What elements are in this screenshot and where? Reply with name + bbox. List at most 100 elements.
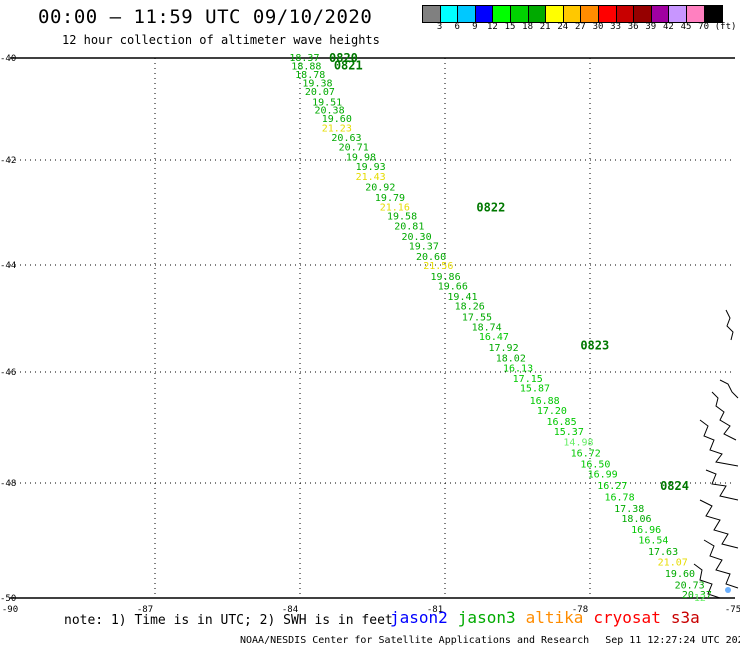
wave-height-value: 18.37 bbox=[289, 53, 319, 64]
color-swatch bbox=[598, 6, 617, 22]
wave-height-value: 18.06 bbox=[621, 514, 651, 525]
color-swatch bbox=[651, 6, 670, 22]
coastline-segment bbox=[705, 469, 739, 501]
water-mark bbox=[725, 587, 731, 593]
wave-height-value: 16.27 bbox=[597, 481, 627, 492]
wave-height-value: 16.78 bbox=[605, 492, 635, 503]
wave-height-value: 16.96 bbox=[631, 525, 661, 536]
wave-height-value: 18.78 bbox=[295, 70, 325, 81]
credit-text: NOAA/NESDIS Center for Satellite Applica… bbox=[240, 635, 590, 646]
wave-height-value: 20.81 bbox=[394, 222, 424, 233]
color-scale-tick: 33 bbox=[610, 22, 622, 32]
wave-height-value: 19.60 bbox=[322, 114, 352, 125]
color-swatch bbox=[423, 6, 441, 22]
latitude-label: -40 bbox=[0, 54, 16, 64]
wave-height-value: 17.15 bbox=[513, 374, 543, 385]
wave-height-value: 20.63 bbox=[331, 133, 361, 144]
legend-item-jason3: jason3 bbox=[457, 608, 516, 627]
wave-height-value: 14.98 bbox=[563, 437, 593, 448]
wave-height-value: 16.88 bbox=[530, 396, 560, 407]
color-scale-tick: 30 bbox=[592, 22, 604, 32]
satellite-legend: jason2 jason3 altika cryosat s3a bbox=[390, 608, 710, 627]
wave-height-value: 16.85 bbox=[547, 417, 577, 428]
color-swatch bbox=[475, 6, 494, 22]
longitude-label: -78 bbox=[572, 605, 588, 615]
coastline-segment bbox=[719, 379, 739, 399]
wave-height-value: 19.66 bbox=[438, 281, 468, 292]
color-scale-tick: 21 bbox=[539, 22, 551, 32]
wave-height-value: 18.88 bbox=[291, 62, 321, 73]
color-scale-tick: 42 bbox=[662, 22, 674, 32]
color-swatch bbox=[528, 6, 547, 22]
coastline-segment bbox=[699, 419, 739, 467]
wave-height-value: 19.86 bbox=[431, 272, 461, 283]
color-scale-tick: 36 bbox=[627, 22, 639, 32]
wave-height-value: 17.92 bbox=[489, 343, 519, 354]
wave-height-value: 21.07 bbox=[658, 557, 688, 568]
legend-item-s3a: s3a bbox=[670, 608, 700, 627]
wave-height-value: 17.20 bbox=[537, 406, 567, 417]
color-scale-tick: 39 bbox=[645, 22, 657, 32]
color-scale-tick: 18 bbox=[522, 22, 534, 32]
color-swatch bbox=[581, 6, 599, 22]
wave-height-value: 20.38 bbox=[315, 106, 345, 117]
legend-item-cryosat: cryosat bbox=[593, 608, 661, 627]
track-time-label: 0820 bbox=[329, 51, 358, 65]
wave-height-value: 21.43 bbox=[356, 172, 386, 183]
wave-height-value: 19.60 bbox=[665, 569, 695, 580]
wave-height-value: 20.07 bbox=[305, 87, 335, 98]
wave-height-value: 16.47 bbox=[479, 332, 509, 343]
graticule bbox=[10, 57, 735, 599]
color-scale-tick: 27 bbox=[574, 22, 586, 32]
wave-height-value: 21.23 bbox=[322, 123, 352, 134]
wave-height-value: 19.51 bbox=[312, 97, 342, 108]
wave-height-value: 18.74 bbox=[472, 323, 502, 334]
color-swatch bbox=[686, 6, 705, 22]
wave-height-value: 19.58 bbox=[387, 212, 417, 223]
color-scale-tick: 3 bbox=[436, 22, 443, 32]
wave-height-value: 17.38 bbox=[614, 504, 644, 515]
color-swatch bbox=[546, 6, 564, 22]
page-subtitle: 12 hour collection of altimeter wave hei… bbox=[62, 33, 380, 47]
color-swatch bbox=[634, 6, 652, 22]
color-scale-tick: 12 bbox=[486, 22, 498, 32]
wave-height-value: 20.37 bbox=[682, 590, 712, 601]
axis-labels: -90 -87 -84 -81 -78 -75 -40 -42 -44 -46 -48 -50 bbox=[0, 54, 740, 615]
color-swatch bbox=[493, 6, 511, 22]
page-title: 00:00 – 11:59 UTC 09/10/2020 bbox=[38, 6, 373, 28]
coastline-segment bbox=[699, 499, 739, 549]
longitude-label: -81 bbox=[427, 605, 443, 615]
wave-height-value: 16.99 bbox=[588, 470, 618, 481]
latitude-label: -42 bbox=[0, 156, 16, 166]
wave-height-value: 16.50 bbox=[580, 460, 610, 471]
wave-height-value: 20.73 bbox=[675, 580, 705, 591]
color-swatch bbox=[510, 6, 529, 22]
longitude-label: -87 bbox=[137, 605, 153, 615]
wave-height-value: 18.02 bbox=[496, 354, 526, 365]
latitude-label: -48 bbox=[0, 479, 16, 489]
wave-height-value: 17.63 bbox=[648, 547, 678, 558]
coastline-segment bbox=[725, 309, 734, 341]
color-scale-tick: 70 bbox=[698, 22, 710, 32]
footer-credit: NOAA/NESDIS Center for Satellite Applica… bbox=[240, 635, 740, 646]
wave-height-value: 20.30 bbox=[402, 232, 432, 243]
wave-height-value: 20.71 bbox=[339, 142, 369, 153]
color-scale-tick: 6 bbox=[454, 22, 460, 32]
longitude-label: -84 bbox=[282, 605, 298, 615]
track-time-label: 0824 bbox=[660, 479, 689, 493]
latitude-label: -46 bbox=[0, 368, 16, 378]
color-scale-bar bbox=[422, 5, 724, 23]
color-swatch bbox=[616, 6, 635, 22]
longitude-label: -90 bbox=[2, 605, 18, 615]
color-swatch bbox=[704, 6, 723, 22]
latitude-label: -50 bbox=[0, 594, 16, 604]
wave-height-value: 19.41 bbox=[447, 292, 477, 303]
wave-height-value: 15.87 bbox=[520, 384, 550, 395]
coastline-segment bbox=[693, 563, 721, 599]
wave-height-value: 15.37 bbox=[554, 427, 584, 438]
wave-height-value: 16.13 bbox=[503, 363, 533, 374]
track-time-label: 0823 bbox=[580, 338, 609, 352]
track-time-label: 0821 bbox=[334, 59, 363, 73]
